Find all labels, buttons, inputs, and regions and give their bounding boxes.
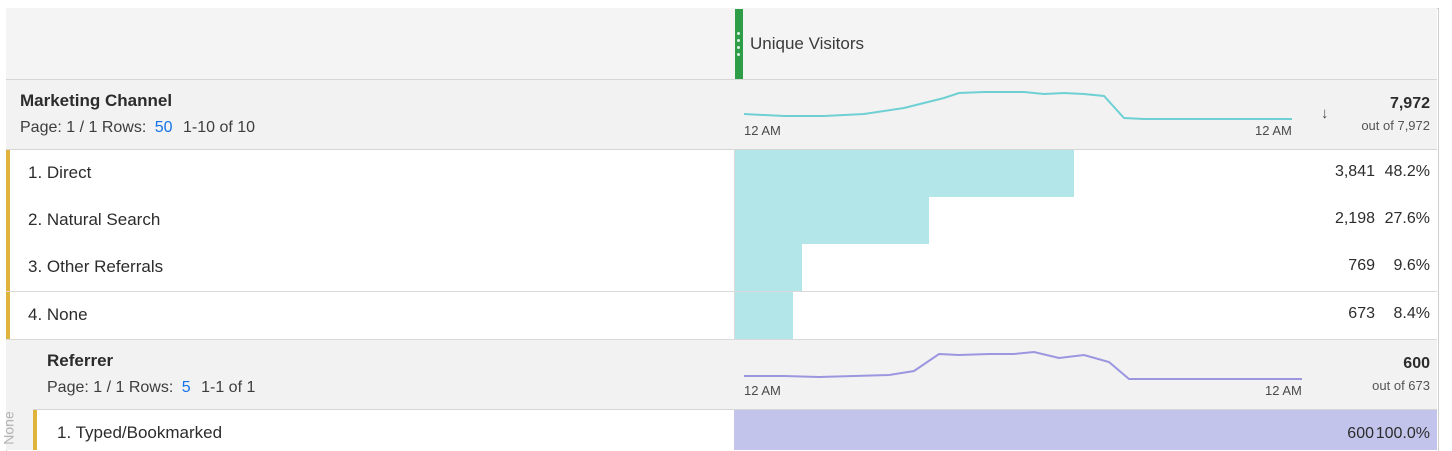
row-range: 1-10 of 10 xyxy=(183,119,256,136)
row-bar xyxy=(734,292,793,339)
row-accent xyxy=(33,410,37,450)
row-percent: 100.0% xyxy=(1375,425,1430,442)
row-bar xyxy=(734,197,929,244)
row-bar xyxy=(734,150,1074,197)
spark-start-label: 12 AM xyxy=(744,123,781,138)
referrer-sparkline xyxy=(744,350,1302,380)
row-label[interactable]: 3. Other Referrals xyxy=(28,257,164,276)
spark-end-label: 12 AM xyxy=(1255,123,1292,138)
rows-per-page-link[interactable]: 50 xyxy=(154,119,173,136)
page-indicator: Page: 1 / 1 xyxy=(47,379,125,396)
row-value: 673 xyxy=(1348,305,1375,322)
dimension-title[interactable]: Marketing Channel xyxy=(20,91,173,110)
metric-column-title[interactable]: Unique Visitors xyxy=(750,34,865,53)
column-total: 7,972 xyxy=(1389,95,1430,112)
row-label[interactable]: 1. Typed/Bookmarked xyxy=(57,423,223,442)
sparkline-trend xyxy=(744,91,1292,120)
row-range: 1-1 of 1 xyxy=(201,379,256,396)
row-percent: 9.6% xyxy=(1393,257,1430,274)
rows-label: Rows: xyxy=(128,379,174,396)
breakdown-header xyxy=(33,340,1437,410)
breakdown-pagination-info: Page: 1 / 1 Rows: 5 1-1 of 1 xyxy=(47,379,255,397)
channel-sparkline xyxy=(744,91,1292,120)
row-percent: 27.6% xyxy=(1384,210,1430,227)
row-label[interactable]: 1. Direct xyxy=(28,163,92,182)
sparkline-trend xyxy=(744,350,1302,380)
row-accent xyxy=(6,244,10,291)
table-row[interactable]: 3. Other Referrals 769 9.6% xyxy=(6,244,1437,292)
pagination-info: Page: 1 / 1 Rows: 50 1-10 of 10 xyxy=(20,119,255,137)
breakdown-total: 600 xyxy=(1403,355,1430,372)
dimension-header xyxy=(6,80,1437,150)
column-total-outof: out of 7,972 xyxy=(1361,118,1430,133)
breakdown-gutter xyxy=(6,340,34,450)
breakdown-row[interactable]: 1. Typed/Bookmarked 600 100.0% xyxy=(33,410,1437,450)
table-header xyxy=(6,8,1437,80)
spark-end-label: 12 AM xyxy=(1265,383,1302,398)
table-row[interactable]: 4. None 673 8.4% xyxy=(6,292,1437,340)
row-percent: 48.2% xyxy=(1384,163,1430,180)
row-value: 2,198 xyxy=(1334,210,1375,227)
rows-label: Rows: xyxy=(101,119,147,136)
row-label[interactable]: 4. None xyxy=(28,305,88,324)
column-divider xyxy=(734,150,735,339)
breakdown-parent-label: None xyxy=(0,411,17,445)
breakdown-total-outof: out of 673 xyxy=(1372,378,1430,393)
row-label[interactable]: 2. Natural Search xyxy=(28,210,161,229)
row-value: 769 xyxy=(1348,257,1375,274)
column-drag-handle[interactable] xyxy=(735,9,743,79)
row-accent xyxy=(6,150,10,197)
row-value: 3,841 xyxy=(1334,163,1375,180)
spark-start-label: 12 AM xyxy=(744,383,781,398)
row-bar xyxy=(734,410,1437,450)
sort-descending-icon[interactable]: ↓ xyxy=(1321,105,1329,122)
rows-per-page-link[interactable]: 5 xyxy=(181,379,191,396)
row-accent xyxy=(6,197,10,244)
row-percent: 8.4% xyxy=(1393,305,1430,322)
table-row[interactable]: 2. Natural Search 2,198 27.6% xyxy=(6,197,1437,245)
row-bar xyxy=(734,244,802,291)
table-row[interactable]: 1. Direct 3,841 48.2% xyxy=(6,150,1437,198)
row-value: 600 xyxy=(1347,425,1374,442)
page-indicator: Page: 1 / 1 xyxy=(20,119,98,136)
row-accent xyxy=(6,292,10,339)
breakdown-title[interactable]: Referrer xyxy=(47,351,114,370)
